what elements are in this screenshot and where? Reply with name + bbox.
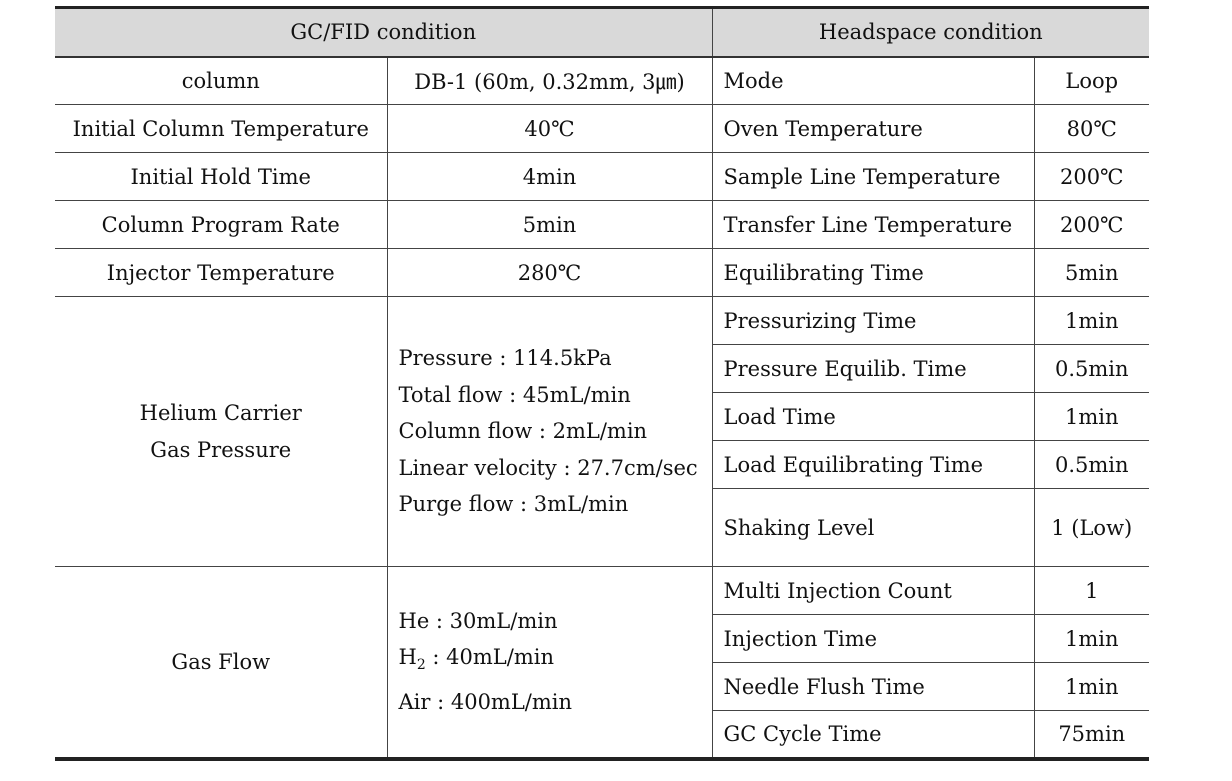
- purge-flow-line: Purge flow : 3mL/min: [398, 492, 629, 517]
- hs-value: 1: [1033, 566, 1150, 615]
- gas-flow-label: Gas Flow: [55, 566, 388, 759]
- gc-label: column: [55, 56, 388, 105]
- gc-value: 5min: [386, 200, 713, 249]
- gc-fid-header: GC/FID condition: [55, 7, 713, 58]
- h2-rest: : 40mL/min: [425, 645, 554, 670]
- hs-value: 1 (Low): [1033, 488, 1150, 567]
- table-row: Column Program Rate 5min Transfer Line T…: [55, 200, 1150, 249]
- hs-value: 1min: [1033, 614, 1150, 663]
- table-row: Initial Column Temperature 40℃ Oven Temp…: [55, 104, 1150, 153]
- hs-value: 0.5min: [1033, 440, 1150, 489]
- hs-value: 1min: [1033, 296, 1150, 345]
- hs-value: 200℃: [1033, 200, 1150, 249]
- hs-label: Injection Time: [712, 614, 1035, 663]
- gc-label: Initial Hold Time: [55, 152, 388, 201]
- pressure-line: Pressure : 114.5kPa: [398, 346, 612, 371]
- table-row: Initial Hold Time 4min Sample Line Tempe…: [55, 152, 1150, 201]
- gc-value: DB-1 (60m, 0.32mm, 3㎛): [386, 56, 713, 105]
- table-row: column DB-1 (60m, 0.32mm, 3㎛) Mode Loop: [55, 56, 1150, 105]
- hs-label: Oven Temperature: [711, 104, 1035, 153]
- table-row: Shaking Level 1 (Low): [55, 488, 1150, 567]
- hs-label: GC Cycle Time: [712, 710, 1035, 759]
- column-flow-line: Column flow : 2mL/min: [398, 419, 648, 444]
- hs-label: Load Time: [712, 392, 1035, 441]
- gc-label: Initial Column Temperature: [55, 104, 388, 153]
- hs-value: 75min: [1033, 710, 1150, 759]
- gc-value: 40℃: [386, 104, 713, 153]
- he-flow-line: He : 30mL/min: [398, 608, 558, 633]
- gc-label: Column Program Rate: [55, 200, 388, 249]
- conditions-table: GC/FID condition Headspace condition col…: [55, 6, 1150, 761]
- hs-label: Pressurizing Time: [711, 296, 1035, 345]
- hs-label: Mode: [711, 56, 1035, 105]
- hs-value: 1min: [1033, 662, 1150, 711]
- table-row: Gas Flow He : 30mL/min H2 : 40mL/min Air…: [55, 566, 1150, 759]
- gc-label: Injector Temperature: [55, 248, 388, 297]
- gas-flow-values: He : 30mL/min H2 : 40mL/min Air : 400mL/…: [386, 566, 713, 759]
- table-row: Load Time 1min: [55, 392, 1150, 441]
- hs-label: Multi Injection Count: [711, 566, 1035, 615]
- hs-value: Loop: [1033, 56, 1150, 105]
- hs-label: Shaking Level: [712, 488, 1035, 567]
- hs-value: 1min: [1033, 392, 1150, 441]
- hs-label: Transfer Line Temperature: [711, 200, 1035, 249]
- gc-value: 4min: [386, 152, 713, 201]
- table-row: Needle Flush Time 1min: [55, 662, 1150, 711]
- hs-value: 80℃: [1033, 104, 1150, 153]
- helium-label-line: Gas Pressure: [150, 437, 292, 462]
- hs-label: Needle Flush Time: [712, 662, 1035, 711]
- helium-carrier-label: Helium Carrier Gas Pressure: [55, 296, 388, 567]
- hs-label: Equilibrating Time: [711, 248, 1035, 297]
- hs-value: 0.5min: [1033, 344, 1150, 393]
- table-row: Injection Time 1min: [55, 614, 1150, 663]
- hs-value: 200℃: [1033, 152, 1150, 201]
- header-row: GC/FID condition Headspace condition: [55, 7, 1150, 58]
- table-row: Pressure Equilib. Time 0.5min: [55, 344, 1150, 393]
- total-flow-line: Total flow : 45mL/min: [398, 382, 631, 407]
- hs-label: Load Equilibrating Time: [712, 440, 1035, 489]
- h2-subscript: 2: [416, 657, 426, 674]
- h2-prefix: H: [398, 645, 417, 670]
- table-row: Injector Temperature 280℃ Equilibrating …: [55, 248, 1150, 297]
- table-row: GC Cycle Time 75min: [55, 710, 1150, 759]
- gc-value: 280℃: [386, 248, 713, 297]
- hs-label: Sample Line Temperature: [711, 152, 1035, 201]
- air-flow-line: Air : 400mL/min: [398, 690, 573, 715]
- hs-label: Pressure Equilib. Time: [712, 344, 1035, 393]
- helium-carrier-values: Pressure : 114.5kPa Total flow : 45mL/mi…: [386, 296, 713, 567]
- linear-velocity-line: Linear velocity : 27.7cm/sec: [398, 455, 698, 480]
- table-row: Helium Carrier Gas Pressure Pressure : 1…: [55, 296, 1150, 567]
- h2-flow-line: H2 : 40mL/min: [399, 639, 702, 684]
- hs-value: 5min: [1033, 248, 1150, 297]
- headspace-header: Headspace condition: [711, 7, 1150, 58]
- helium-label-line: Helium Carrier: [139, 401, 302, 425]
